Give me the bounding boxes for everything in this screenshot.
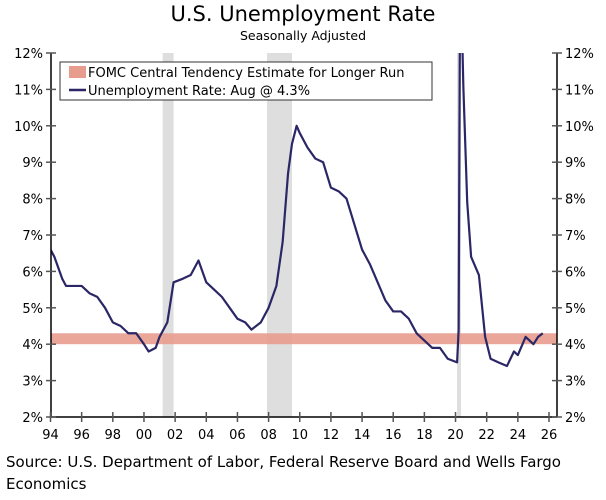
y-tick-label-right: 6% [565,265,586,280]
legend: FOMC Central Tendency Estimate for Longe… [59,61,433,101]
x-tick-label: 98 [105,428,122,443]
x-tick-label: 22 [478,428,495,443]
recession-shade [162,53,174,417]
y-tick-label: 11% [14,83,43,98]
x-tick-label: 94 [42,428,59,443]
chart-title: U.S. Unemployment Rate [170,2,436,26]
legend-swatch-band [69,66,86,78]
y-tick-label-right: 3% [565,375,586,390]
legend-label-band: FOMC Central Tendency Estimate for Longe… [88,66,404,81]
y-tick-label: 5% [22,302,43,317]
x-tick-label: 12 [323,428,340,443]
x-tick-label: 20 [447,428,464,443]
chart-plot: 2% 2% 3% 3% 4% 4% 5% 5% 6% 6% 7% 7% 8% 8% 9% 9% 10% 10% 11… [14,47,594,443]
x-tick-label: 24 [510,428,527,443]
y-tick-label: 9% [22,156,43,171]
recession-shade [267,53,292,417]
x-tick-label: 04 [198,428,215,443]
x-tick-label: 14 [354,428,371,443]
y-tick-label-right: 8% [565,193,586,208]
x-tick-label: 96 [73,428,90,443]
y-tick-label-right: 11% [565,83,594,98]
x-tick-label: 10 [291,428,308,443]
x-tick-label: 26 [541,428,558,443]
y-tick-label: 7% [22,229,43,244]
y-tick-label-right: 5% [565,302,586,317]
legend-box [59,61,433,101]
y-tick-label-right: 10% [565,120,594,135]
y-tick-label: 3% [22,375,43,390]
y-tick-label: 2% [22,411,43,426]
y-tick-label: 6% [22,265,43,280]
legend-label-line: Unemployment Rate: Aug @ 4.3% [88,84,310,99]
unemployment-line [51,53,544,368]
y-tick-label: 10% [14,120,43,135]
x-tick-label: 06 [229,428,246,443]
x-tick-label: 16 [385,428,402,443]
y-tick-label-right: 7% [565,229,586,244]
x-tick-label: 08 [260,428,277,443]
y-tick-label-right: 12% [565,47,594,62]
x-tick-label: 00 [136,428,153,443]
y-tick-label-right: 9% [565,156,586,171]
y-tick-label-right: 4% [565,338,586,353]
y-tick-label-right: 2% [565,411,586,426]
y-tick-label: 8% [22,193,43,208]
source-note: Source: U.S. Department of Labor, Federa… [6,453,561,493]
x-tick-label: 18 [416,428,433,443]
fomc-band [51,333,557,345]
y-tick-label: 4% [22,338,43,353]
x-tick-label: 02 [167,428,184,443]
chart-subtitle: Seasonally Adjusted [239,28,367,43]
y-tick-label: 12% [14,47,43,62]
